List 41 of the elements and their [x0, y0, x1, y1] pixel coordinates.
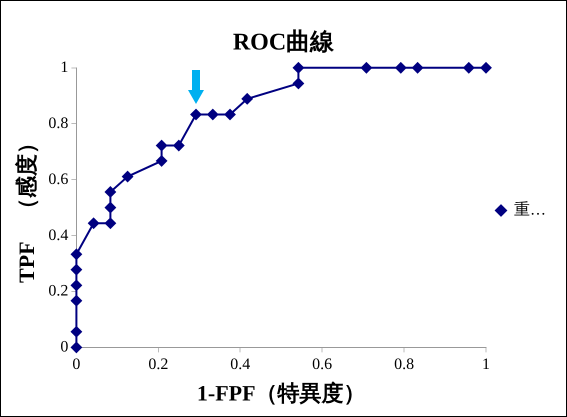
point [360, 62, 372, 74]
point [480, 62, 492, 74]
y-tick-label: 0.4 [48, 226, 68, 244]
x-tick-label: 1 [482, 356, 490, 374]
point [104, 218, 116, 229]
y-tick-label: 1 [60, 59, 68, 76]
point [207, 108, 218, 120]
point [156, 155, 168, 166]
point [224, 108, 236, 120]
x-tick-label: 0 [72, 356, 80, 374]
point [70, 248, 82, 260]
x-tick-label: 0.8 [394, 356, 414, 374]
y-tick-label: 0.8 [48, 114, 68, 132]
point [173, 140, 184, 152]
point [190, 108, 202, 120]
point [292, 78, 304, 89]
point [104, 186, 116, 198]
point [70, 264, 82, 276]
point [122, 171, 134, 182]
point [395, 62, 406, 74]
x-axis-title: 1-FPF（特異度） [196, 380, 366, 406]
point [70, 326, 82, 338]
chart-title: ROC曲線 [232, 28, 336, 56]
point [292, 62, 304, 74]
y-axis-title: TPF （感度） [14, 132, 39, 283]
point [70, 295, 82, 306]
x-tick-label: 0.6 [312, 356, 332, 374]
y-tick-label: 0.6 [48, 170, 68, 188]
point [242, 93, 253, 104]
point [70, 342, 82, 353]
x-tick-label: 0.2 [148, 356, 168, 374]
x-tick-label: 0.4 [230, 356, 250, 374]
legend-label: 重… [514, 200, 546, 219]
point [70, 280, 82, 291]
point [88, 218, 100, 229]
y-tick-label: 0.2 [48, 282, 68, 300]
point [104, 202, 116, 214]
point [463, 62, 474, 74]
y-tick-label: 0 [60, 338, 68, 356]
point [156, 140, 168, 152]
point [412, 62, 424, 74]
